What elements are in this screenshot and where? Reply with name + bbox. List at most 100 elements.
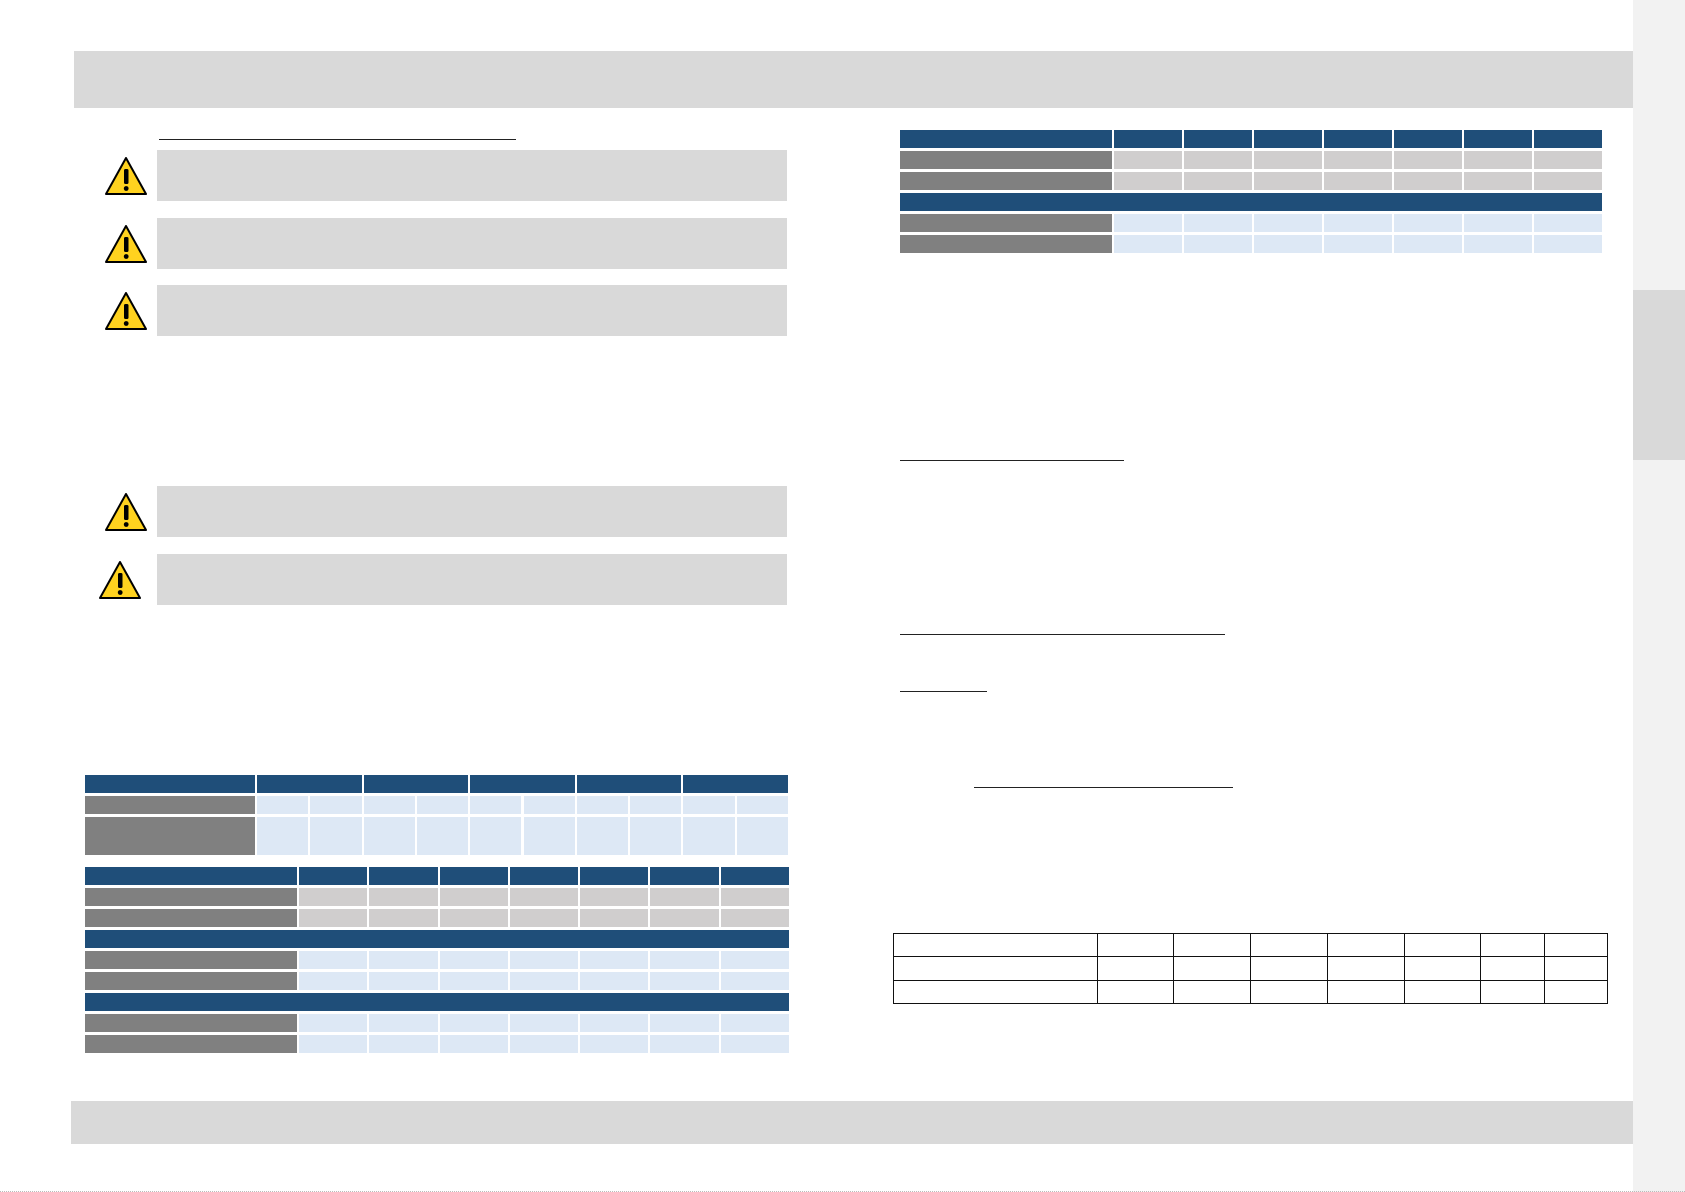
table-header-label	[900, 130, 1112, 148]
warning-box	[157, 218, 787, 269]
table-cell	[1184, 172, 1252, 190]
table-cell	[580, 972, 649, 990]
table-cell	[720, 951, 789, 969]
table-cell	[1098, 957, 1174, 981]
table-row-label	[85, 909, 297, 927]
table-cell	[1405, 957, 1481, 981]
table-row-label	[900, 235, 1112, 253]
table-cell	[1254, 214, 1322, 232]
table-cell	[1251, 957, 1328, 981]
table-header-cell	[1254, 130, 1322, 148]
table-cell	[470, 796, 522, 814]
right-heading-3-underline	[900, 691, 987, 692]
table-cell	[1324, 151, 1392, 169]
table-cell	[1481, 981, 1545, 1004]
table-cell	[650, 951, 719, 969]
table-cell	[650, 1014, 719, 1032]
table-cell	[1545, 933, 1608, 957]
table-header-cell	[363, 775, 469, 793]
chapter-tab[interactable]	[1633, 290, 1685, 460]
table-cell	[736, 817, 788, 855]
table-section-band	[85, 993, 789, 1011]
table-cell	[299, 1035, 368, 1053]
table-cell	[1394, 172, 1462, 190]
table-cell	[1394, 151, 1462, 169]
table-cell	[1324, 235, 1392, 253]
table-row-label	[85, 951, 297, 969]
table-row-label	[85, 796, 255, 814]
table-cell	[1251, 981, 1328, 1004]
table-cell	[720, 972, 789, 990]
table-cell	[580, 909, 649, 927]
table-cell	[893, 957, 1098, 981]
table-cell	[1481, 933, 1545, 957]
table-cell	[1464, 214, 1532, 232]
table-cell	[509, 951, 579, 969]
table-cell	[1534, 151, 1602, 169]
table-cell	[416, 817, 469, 855]
table-cell	[523, 817, 575, 855]
table-cell	[1184, 151, 1252, 169]
warning-triangle-icon	[104, 224, 148, 264]
table-section-band	[85, 930, 789, 948]
table-cell	[1545, 981, 1608, 1004]
table-cell	[363, 796, 415, 814]
table-row-label	[900, 172, 1112, 190]
table-cell	[299, 909, 368, 927]
footer-band	[71, 1101, 1633, 1144]
table-header-cell	[1324, 130, 1392, 148]
table-header-cell	[1464, 130, 1532, 148]
table-row-label	[85, 972, 297, 990]
warning-box	[157, 150, 787, 201]
table-cell	[439, 972, 508, 990]
table-header-cell	[720, 867, 789, 885]
table-cell	[1324, 214, 1392, 232]
table-cell	[650, 972, 719, 990]
table-cell	[630, 796, 682, 814]
table-header-cell	[509, 867, 579, 885]
table-cell	[1098, 933, 1174, 957]
table-cell	[299, 888, 368, 906]
table-cell	[650, 888, 719, 906]
table-row-label	[85, 888, 297, 906]
section-heading-underline	[159, 139, 516, 140]
right-heading-1-underline	[900, 460, 1124, 461]
header-band	[74, 51, 1633, 108]
table-cell	[523, 796, 575, 814]
table-cell	[1254, 235, 1322, 253]
table-cell	[1534, 214, 1602, 232]
table-cell	[1114, 214, 1182, 232]
table-cell	[439, 909, 508, 927]
table-cell	[1534, 172, 1602, 190]
table-cell	[1534, 235, 1602, 253]
table-cell	[650, 1035, 719, 1053]
table-section-band	[900, 193, 1602, 211]
table-header-cell	[299, 867, 368, 885]
table-cell	[720, 1035, 789, 1053]
warning-box	[157, 554, 787, 605]
table-cell	[369, 909, 438, 927]
table-cell	[720, 909, 789, 927]
table-cell	[1394, 235, 1462, 253]
table-cell	[1545, 957, 1608, 981]
table-cell	[1174, 933, 1251, 957]
table-cell	[1464, 151, 1532, 169]
warning-box	[157, 486, 787, 537]
table-cell	[1328, 957, 1405, 981]
table-cell	[580, 951, 649, 969]
table-cell	[439, 888, 508, 906]
table-cell	[1464, 235, 1532, 253]
table-cell	[299, 972, 368, 990]
table-header-cell	[1534, 130, 1602, 148]
table-header-cell	[576, 775, 682, 793]
table-cell	[893, 981, 1098, 1004]
table-cell	[439, 951, 508, 969]
right-heading-4-underline	[974, 787, 1233, 788]
table-row-label	[900, 214, 1112, 232]
table-cell	[1254, 172, 1322, 190]
table-cell	[439, 1014, 508, 1032]
table-cell	[369, 1035, 438, 1053]
table-header-label	[85, 775, 255, 793]
table-cell	[509, 1014, 579, 1032]
table-header-cell	[470, 775, 575, 793]
